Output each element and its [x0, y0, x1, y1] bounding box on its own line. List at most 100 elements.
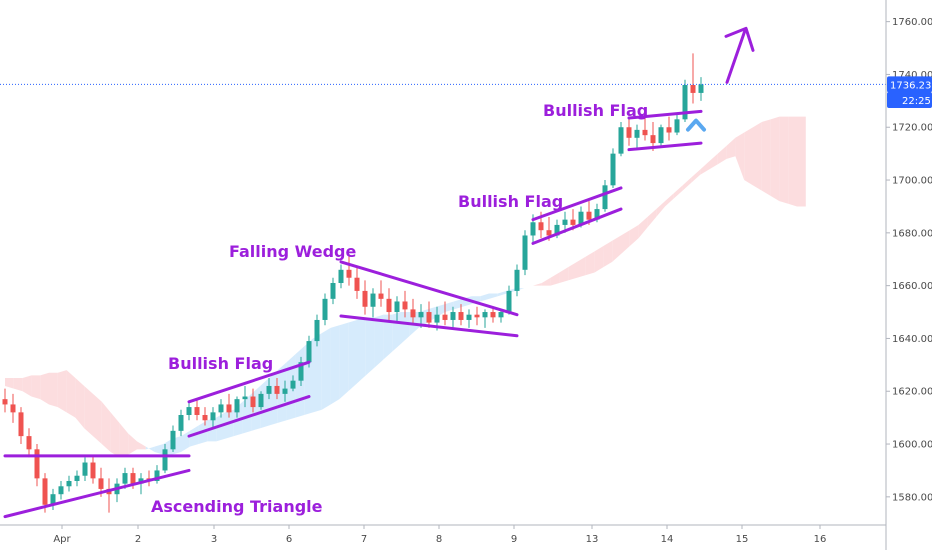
cloud-segment [189, 425, 199, 447]
svg-text:1736.230: 1736.230 [890, 80, 932, 91]
cloud-segment [489, 293, 498, 299]
last-price-tag: 1736.230 [887, 76, 932, 93]
candle-body [10, 404, 16, 413]
cloud-segment [57, 370, 67, 413]
candle-body [66, 481, 72, 487]
candle-body [170, 430, 176, 450]
price-tick-label: 1580.000 [892, 492, 932, 503]
price-tick-label: 1600.000 [892, 440, 932, 451]
candle-body [26, 436, 32, 450]
candle-body [18, 412, 24, 437]
time-tick-label: 3 [211, 534, 217, 545]
cloud-segment [13, 378, 23, 392]
candle-body [506, 290, 512, 313]
cloud-segment [726, 137, 736, 159]
price-tick-label: 1700.000 [892, 176, 932, 187]
annotation-bullish-flag-3: Bullish Flag [543, 101, 648, 120]
cloud-segment [753, 121, 762, 191]
candle-body [282, 388, 288, 394]
cloud-segment [154, 444, 164, 455]
price-tick-label: 1660.000 [892, 281, 932, 292]
annotation-bullish-flag-1: Bullish Flag [168, 354, 273, 373]
candle-body [538, 222, 544, 231]
candle-body [610, 153, 616, 186]
cloud-segment [445, 301, 454, 313]
candle-body [258, 393, 264, 408]
price-tick-label: 1680.000 [892, 228, 932, 239]
price-tick-label: 1740.000 [892, 70, 932, 81]
cloud-segment [66, 370, 76, 418]
candle-body [194, 407, 200, 415]
time-tick-label: 2 [135, 534, 141, 545]
cloud-segment [339, 322, 349, 400]
candle-body [450, 312, 456, 320]
price-axis[interactable]: 1580.000 1600.000 1620.000 1640.000 1660.000… [885, 0, 932, 550]
cloud-segment [145, 446, 155, 452]
candle-body [58, 486, 64, 495]
candle-body [578, 211, 584, 225]
cloud-segment [49, 372, 58, 408]
candle-body [690, 85, 696, 93]
cloud-segment [110, 412, 120, 458]
time-tick-label: 7 [361, 534, 367, 545]
cloud-segment [75, 378, 85, 429]
candle-body [458, 312, 464, 320]
cloud-segment [744, 127, 753, 186]
cloud-segment [559, 267, 569, 283]
candle-body [674, 119, 680, 133]
cloud-segment [181, 430, 190, 452]
pattern-line-wedge-bottom [339, 314, 519, 338]
cloud-segment [735, 132, 745, 181]
candle-body [42, 478, 48, 505]
pattern-line-flag3-bottom [627, 141, 703, 152]
time-axis[interactable]: Apr 2 3 6 7 8 9 13 14 15 16 [0, 524, 886, 545]
candle-body [442, 314, 448, 320]
candle-body [50, 494, 56, 505]
cloud-segment [647, 209, 657, 228]
time-tick-label: 16 [814, 534, 827, 545]
candle-body [498, 312, 504, 318]
candle-body [602, 185, 608, 210]
candle-body [122, 473, 128, 484]
candle-body [74, 475, 80, 481]
up-arrow-icon [725, 28, 747, 84]
candle-body [202, 415, 208, 421]
cloud-segment [365, 317, 375, 376]
cloud-segment [709, 153, 718, 170]
cloud-segment [585, 251, 595, 276]
cloud-segment [673, 185, 683, 199]
candle-body [234, 399, 240, 413]
candle-body [2, 399, 8, 405]
pattern-line-flag1-top [187, 360, 311, 404]
candle-body [618, 127, 624, 154]
pattern-line-wedge-top [339, 260, 519, 317]
time-tick-label: 14 [661, 534, 674, 545]
candle-body [594, 209, 600, 220]
cloud-segment [401, 312, 410, 344]
ichimoku-cloud [5, 116, 806, 458]
time-tick-label: 9 [511, 534, 517, 545]
candle-body [546, 230, 552, 236]
candle-body [330, 283, 336, 299]
cloud-segment [101, 401, 111, 452]
candle-body [370, 293, 376, 307]
candle-body [226, 404, 232, 413]
cloud-segment [313, 333, 322, 413]
candle-body [490, 312, 496, 318]
candle-body [434, 314, 440, 323]
candle-body [586, 211, 592, 220]
cloud-segment [656, 201, 665, 217]
cloud-segment [348, 319, 357, 392]
annotation-bullish-flag-2: Bullish Flag [458, 192, 563, 211]
candle-body [682, 85, 688, 120]
cloud-segment [321, 327, 331, 410]
candle-body [650, 135, 656, 144]
candle-body [410, 309, 416, 318]
candle-body [162, 449, 168, 471]
cloud-segment [277, 362, 287, 423]
cloud-segment [594, 246, 604, 273]
candle-body [698, 84, 704, 93]
up-arrow-head-icon [724, 26, 755, 52]
